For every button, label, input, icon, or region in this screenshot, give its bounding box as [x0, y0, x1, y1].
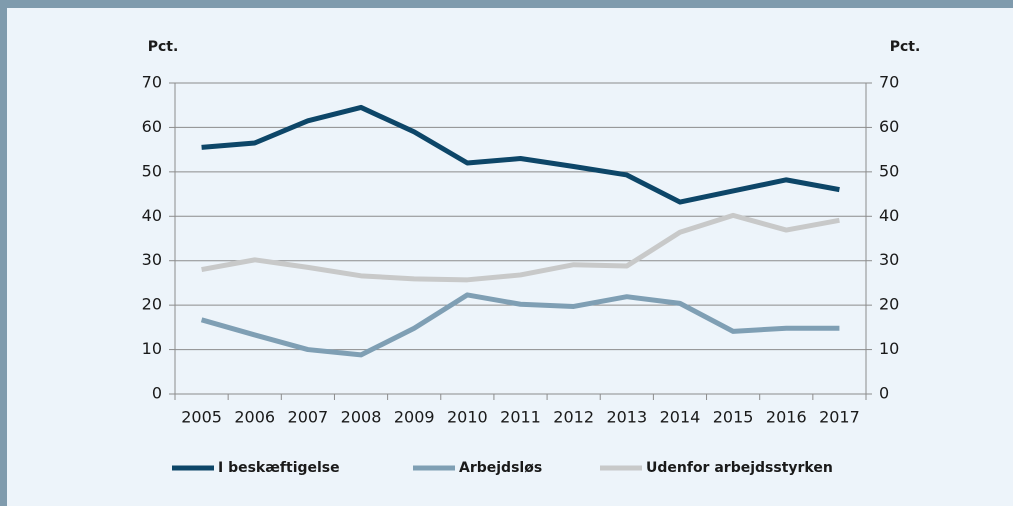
x-tick-label: 2014 — [660, 408, 701, 427]
left-border — [0, 0, 7, 506]
x-tick-label: 2012 — [553, 408, 594, 427]
x-tick-label: 2017 — [819, 408, 860, 427]
y-tick-label: 0 — [152, 384, 162, 403]
line-series — [201, 104, 840, 205]
line-series — [200, 292, 840, 358]
y2-axis-title: Pct. — [890, 39, 921, 55]
x-tick-label: 2010 — [447, 408, 488, 427]
y-tick-label: 10 — [142, 339, 162, 358]
y-tick-label: 50 — [142, 161, 162, 180]
y2-tick-label: 60 — [879, 117, 899, 136]
x-tick-label: 2011 — [500, 408, 541, 427]
x-tick-label: 2015 — [713, 408, 754, 427]
x-tick-label: 2005 — [181, 408, 222, 427]
y2-tick-label: 30 — [879, 250, 899, 269]
x-tick-label: 2013 — [606, 408, 647, 427]
line-series — [201, 212, 840, 283]
x-tick-label: 2016 — [766, 408, 807, 427]
x-tick-label: 2006 — [234, 408, 275, 427]
y-tick-label: 20 — [142, 295, 162, 314]
y-tick-label: 60 — [142, 117, 162, 136]
y-tick-label: 30 — [142, 250, 162, 269]
y2-tick-label: 70 — [879, 73, 899, 92]
y-tick-label: 70 — [142, 73, 162, 92]
legend-label: I beskæftigelse — [218, 460, 340, 476]
y2-tick-label: 0 — [879, 384, 889, 403]
legend-label: Arbejdsløs — [459, 460, 542, 476]
legend-label: Udenfor arbejdsstyrken — [646, 460, 833, 476]
y2-tick-label: 40 — [879, 206, 899, 225]
x-tick-label: 2007 — [288, 408, 329, 427]
y-axis-title: Pct. — [148, 39, 179, 55]
x-tick-label: 2009 — [394, 408, 435, 427]
header-bar — [0, 0, 1013, 8]
y2-tick-label: 10 — [879, 339, 899, 358]
y2-tick-label: 20 — [879, 295, 899, 314]
y2-tick-label: 50 — [879, 161, 899, 180]
x-tick-label: 2008 — [341, 408, 382, 427]
y-tick-label: 40 — [142, 206, 162, 225]
